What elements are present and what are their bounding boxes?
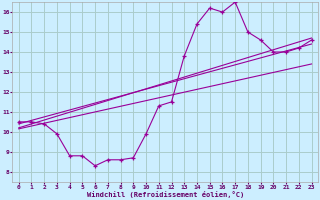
X-axis label: Windchill (Refroidissement éolien,°C): Windchill (Refroidissement éolien,°C) xyxy=(86,191,244,198)
